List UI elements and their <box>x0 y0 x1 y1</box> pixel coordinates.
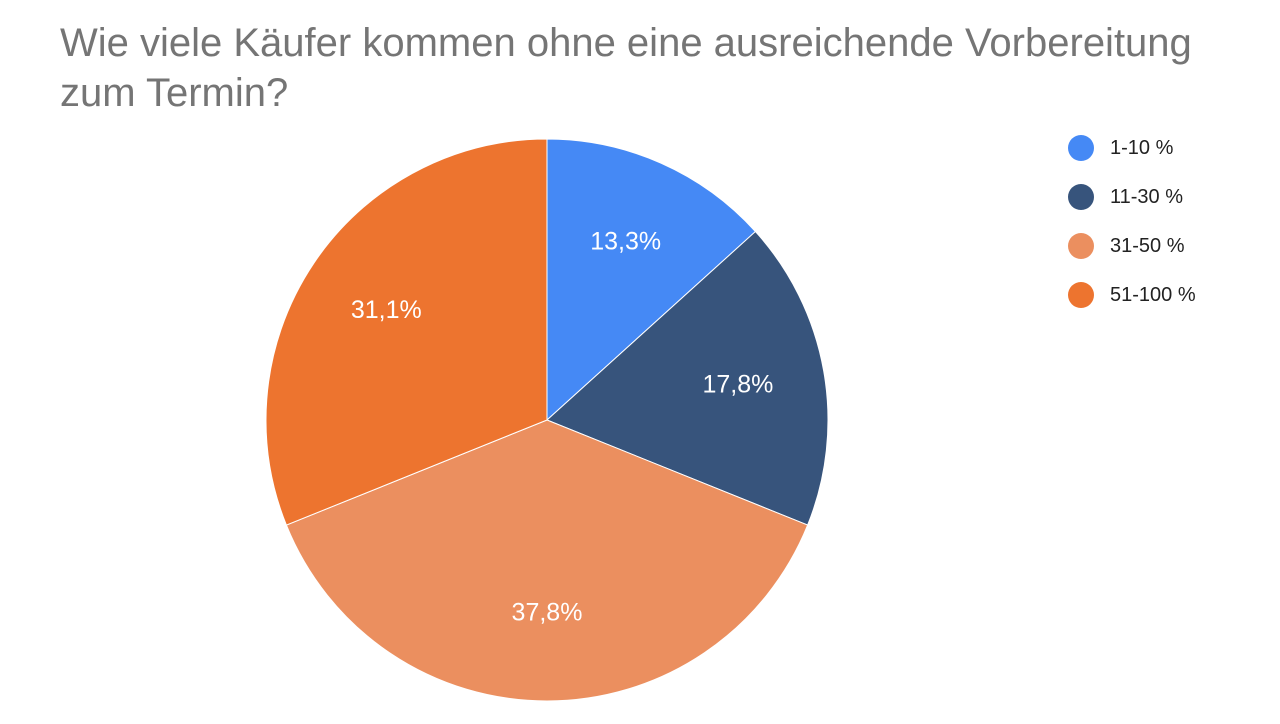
legend-swatch <box>1068 233 1094 259</box>
slice-label-4: 31,1% <box>351 296 422 324</box>
legend-swatch <box>1068 135 1094 161</box>
legend: 1-10 % 11-30 % 31-50 % 51-100 % <box>1068 135 1196 332</box>
legend-label: 51-100 % <box>1110 283 1196 306</box>
legend-item-1: 1-10 % <box>1068 135 1196 161</box>
legend-item-4: 51-100 % <box>1068 282 1196 308</box>
slice-label-2: 17,8% <box>702 371 773 399</box>
pie-slice-3 <box>285 419 809 702</box>
legend-label: 11-30 % <box>1110 185 1184 208</box>
slice-label-1: 13,3% <box>590 227 661 255</box>
slice-label-3: 37,8% <box>512 598 583 626</box>
pie-slice-1 <box>546 138 757 422</box>
legend-swatch <box>1068 184 1094 210</box>
pie-slice-2 <box>546 230 829 526</box>
legend-item-2: 11-30 % <box>1068 184 1196 210</box>
pie-slice-4 <box>265 138 548 526</box>
legend-label: 1-10 % <box>1110 136 1174 159</box>
legend-swatch <box>1068 282 1094 308</box>
legend-label: 31-50 % <box>1110 234 1185 257</box>
legend-item-3: 31-50 % <box>1068 233 1196 259</box>
chart-title: Wie viele Käufer kommen ohne eine ausrei… <box>60 21 1192 115</box>
